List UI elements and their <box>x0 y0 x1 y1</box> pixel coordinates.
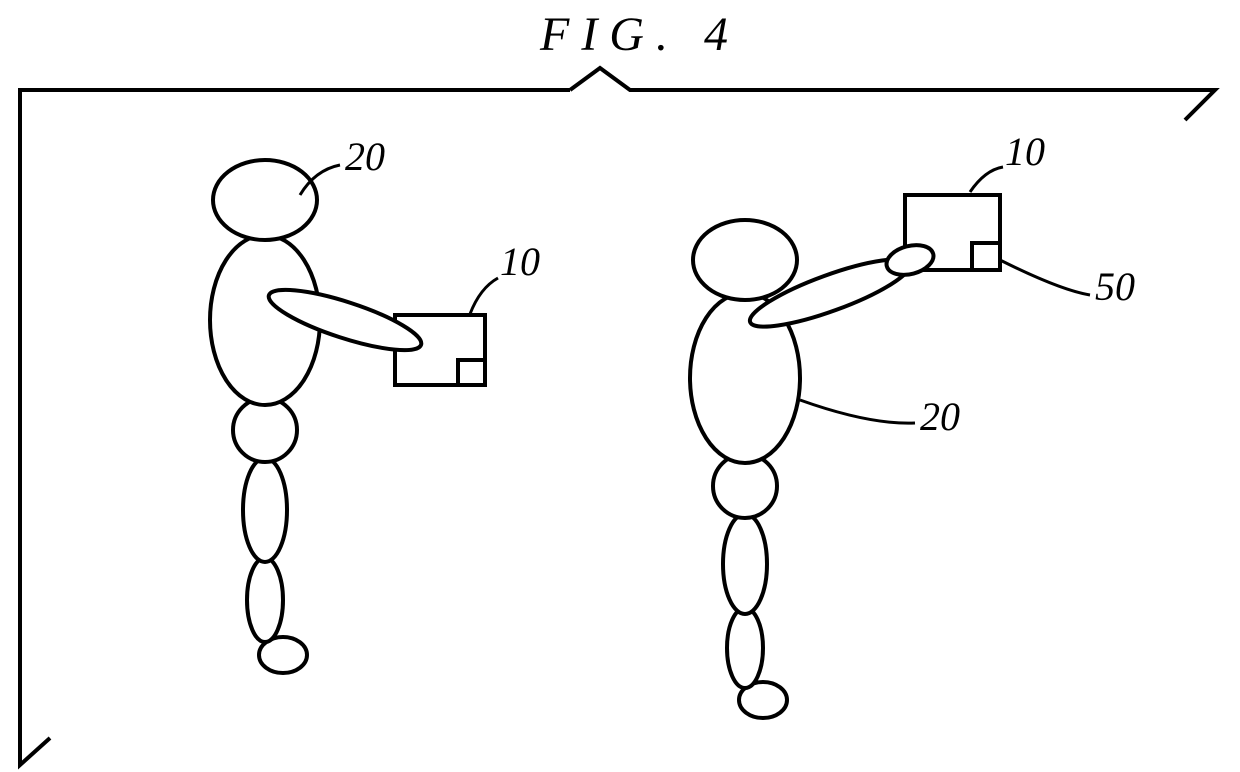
fig-b-box-tab <box>972 243 1000 270</box>
patent-figure-scene: FIG. 4 2010 105020 <box>0 0 1240 772</box>
fig-a-thigh <box>243 458 287 562</box>
fig-a-box-tab <box>458 360 485 385</box>
fig-b-label-10: 10 <box>1005 129 1045 174</box>
fig-a-shin <box>247 558 283 642</box>
fig-b-label-50-lead <box>1000 260 1090 295</box>
fig-b-label-20: 20 <box>920 394 960 439</box>
fig-b-shin <box>727 608 763 688</box>
fig-b-label-20-lead <box>800 400 915 423</box>
figure-b: 10 50 20 <box>690 129 1135 718</box>
fig-b-label-50: 50 <box>1095 264 1135 309</box>
fig-b-label-10-lead <box>970 167 1003 192</box>
fig-b-head <box>693 220 797 300</box>
fig-a-pelvis <box>233 398 297 462</box>
fig-b-hand <box>883 240 937 279</box>
figure-title: FIG. 4 <box>539 8 740 61</box>
fig-a-head <box>213 160 317 240</box>
fig-b-thigh <box>723 514 767 614</box>
figure-a: 2010 <box>210 134 540 673</box>
fig-a-label-20: 20 <box>345 134 385 179</box>
fig-a-label-10: 10 <box>500 239 540 284</box>
fig-a-label-10-lead <box>470 278 498 314</box>
